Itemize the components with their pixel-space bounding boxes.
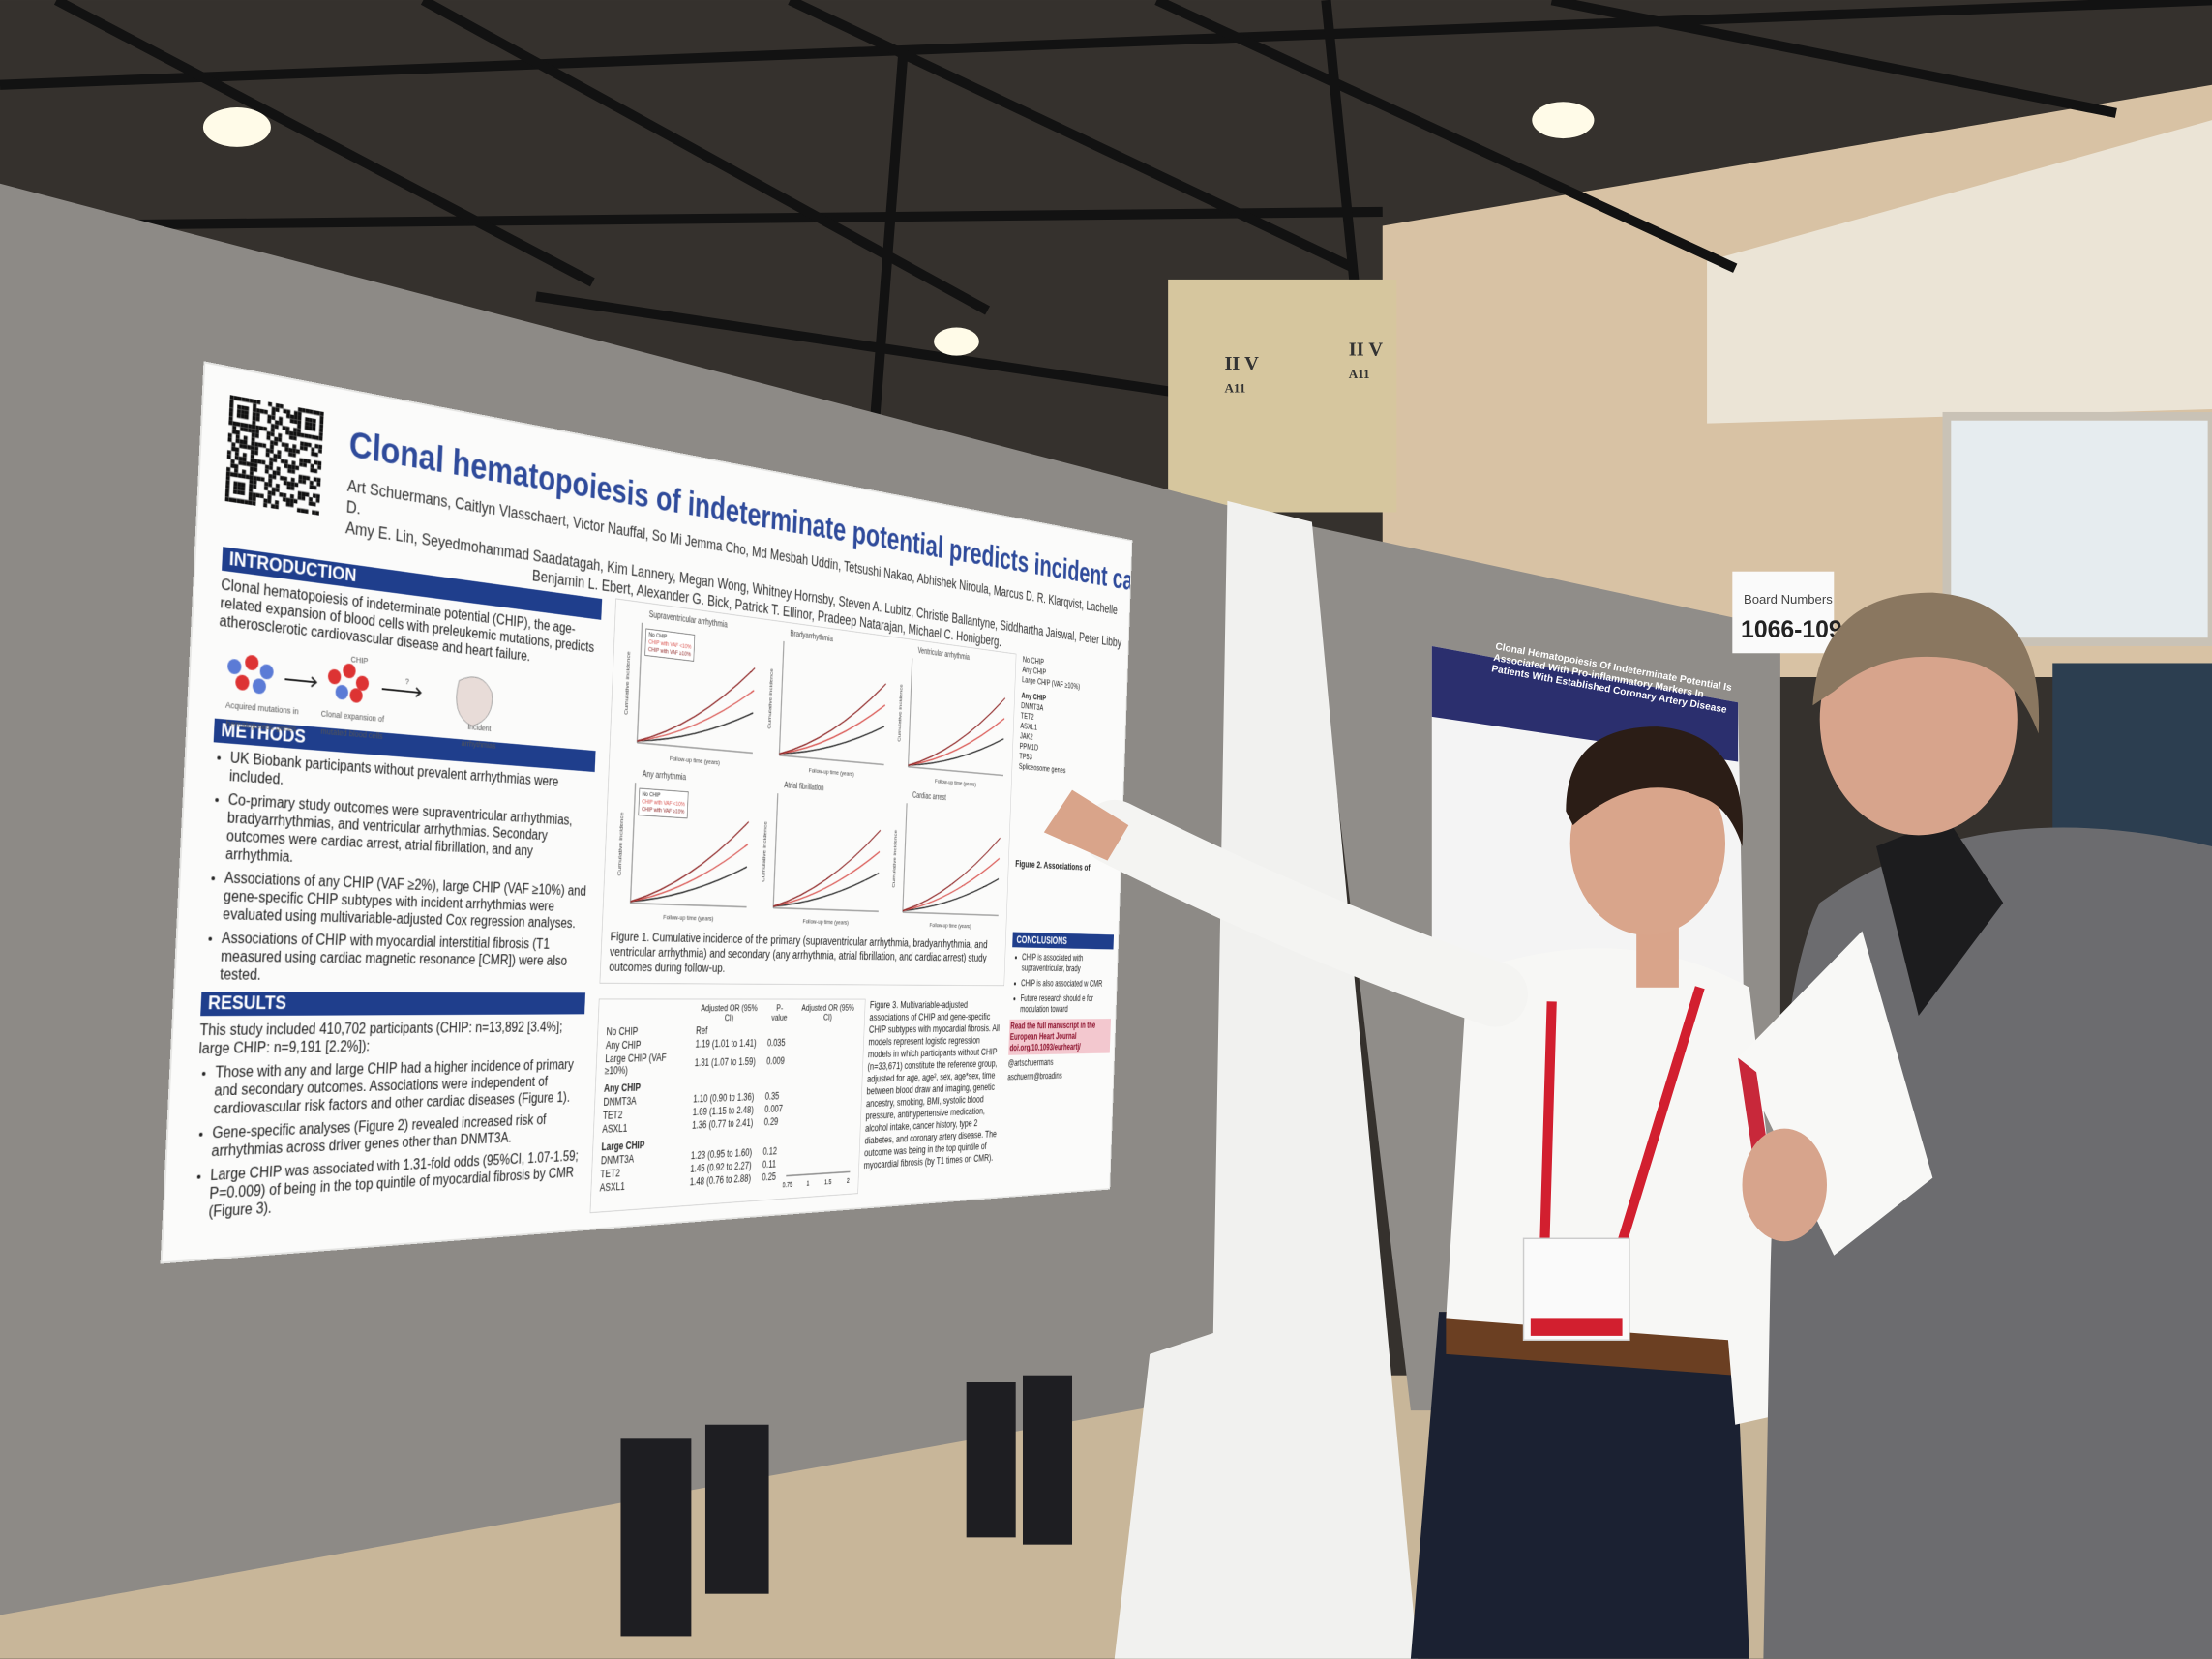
shape — [1550, 0, 2117, 118]
axis-tick-label: 1 — [806, 1179, 809, 1188]
pillar-label: II V — [1349, 340, 1384, 361]
shape — [420, 0, 990, 315]
shape — [1566, 726, 1744, 846]
shape — [1022, 1375, 1073, 1545]
panel-plot: Follow-up time (years) Cumulative inciden… — [616, 768, 756, 922]
axis-label: Follow-up time (years) — [663, 913, 714, 922]
axis-tick-label: 2 — [847, 1176, 850, 1185]
axis-label: Cumulative incidence — [761, 821, 768, 882]
shape — [1539, 986, 1705, 1243]
shape — [620, 1438, 692, 1637]
pillar-label: II V — [1224, 353, 1259, 374]
shape — [704, 1424, 769, 1594]
axis-label: Cumulative incidence — [616, 812, 625, 875]
intro-diagram: Acquired mutations in hematopoietic gene… — [215, 637, 599, 751]
shape — [966, 1382, 1016, 1538]
shape — [1154, 0, 1738, 273]
trusses — [0, 0, 2212, 429]
km-panel: Cardiac arrest Follow-up time (years) Cumu… — [885, 789, 1005, 934]
panel-plot: Follow-up time (years) Cumulative inciden… — [891, 789, 1005, 930]
board-sign-number: 1066-109 — [1741, 617, 1842, 643]
shape — [1532, 102, 1595, 139]
shape — [788, 0, 1357, 273]
presenter — [1043, 726, 1799, 1659]
shape — [1876, 817, 2004, 1016]
visitor — [1738, 592, 2212, 1659]
board-sign — [1732, 571, 1835, 654]
shape — [1082, 799, 1528, 1027]
shape — [202, 107, 271, 147]
panel-plot: Follow-up time (years)Cumulative inciden… — [623, 607, 762, 766]
figure-3: Adjusted OR (95% CI) P-value Adjusted OR (… — [589, 998, 866, 1214]
shape — [1043, 789, 1129, 861]
upper-wall — [1707, 120, 2212, 424]
diagram-art — [226, 654, 599, 744]
axis-tick-label: 0.75 — [783, 1180, 793, 1189]
shape — [1742, 1128, 1827, 1242]
pillar-labels: II V A11 II V A11 — [1224, 340, 1383, 396]
display-stand — [1114, 500, 1419, 1659]
background-people — [620, 1375, 1073, 1637]
axis-label: Cumulative incidence — [896, 684, 904, 742]
panel-plot: Follow-up time (years) Cumulative inciden… — [761, 780, 887, 926]
pillar-label: A11 — [1224, 381, 1245, 396]
shape — [0, 206, 1383, 231]
pillar-label: A11 — [1349, 367, 1370, 381]
shape — [1410, 1312, 1749, 1659]
km-panel: Ventricular arrhythmia Follow-up time (ye… — [891, 644, 1011, 795]
shape — [0, 0, 2212, 90]
window — [1942, 411, 2212, 646]
figure-1: Supraventricular arrhythmia Follow-up tim… — [599, 598, 1017, 987]
km-panel: Atrial fibrillation Follow-up time (years… — [755, 780, 887, 932]
panel-plot: Follow-up time (years) Cumulative inciden… — [766, 626, 892, 778]
axis-label: Follow-up time (years) — [929, 921, 971, 929]
axis-label: Follow-up time (years) — [803, 917, 850, 926]
axis-label: Follow-up time (years) — [809, 766, 855, 778]
km-panel: Any arrhythmia Follow-up time (years) Cumu… — [610, 768, 756, 929]
shape — [869, 56, 909, 425]
left-column: INTRODUCTION Clonal hematopoiesis of ind… — [191, 539, 603, 1229]
km-panel: Bradyarrhythmia Follow-up time (years) Cum… — [761, 626, 892, 785]
shape — [1812, 592, 2040, 734]
panel-plot: Follow-up time (years) Cumulative inciden… — [896, 644, 1011, 788]
shape — [1738, 931, 1933, 1256]
lights — [202, 102, 1595, 356]
shape — [53, 0, 595, 287]
poster: Clonal hematopoiesis of indeterminate po… — [162, 363, 1132, 1262]
board-sign-label: Board Numbers — [1744, 592, 1833, 607]
axis-label: Cumulative incidence — [766, 668, 774, 729]
pillar — [1168, 279, 1397, 513]
km-panel: Supraventricular arrhythmia Follow-up tim… — [616, 607, 762, 774]
blood-cell — [226, 658, 242, 675]
axis-tick-label: 1.5 — [824, 1177, 832, 1186]
axis-label: Follow-up time (years) — [935, 778, 976, 788]
forest-axis: 0.75 1 1.5 2 — [783, 1169, 853, 1189]
shape — [1321, 0, 1360, 283]
axis-label: Cumulative incidence — [891, 830, 899, 888]
shape — [934, 327, 979, 356]
shape — [1530, 1318, 1623, 1336]
axis-label: Cumulative incidence — [623, 651, 632, 715]
